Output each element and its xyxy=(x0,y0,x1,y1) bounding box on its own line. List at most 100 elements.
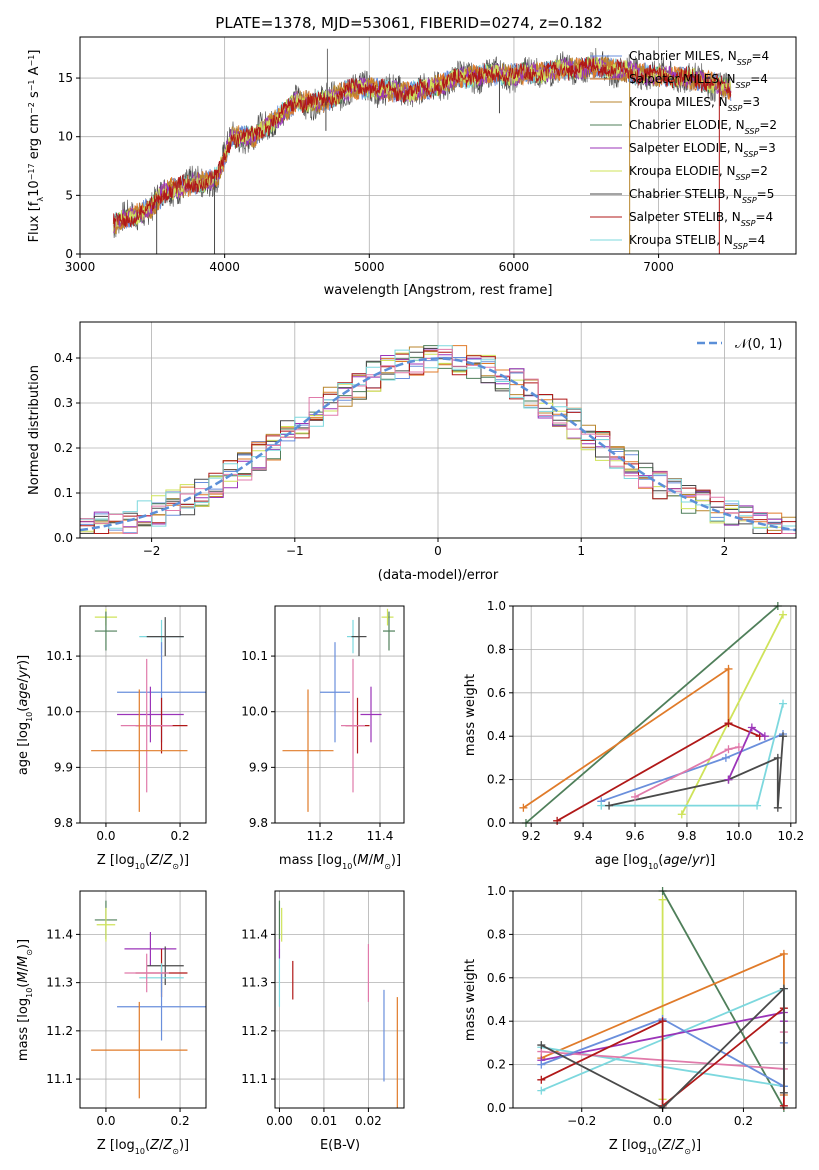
axes-spectrum: 3000 4000 5000 6000 7000 0 5 10 15 wavelength [An… xyxy=(27,36,797,298)
weight-marker xyxy=(760,732,769,741)
axes-age_vs_mass: 11.2 11.4 9.8 9.9 10.0 10.1 mass [log10(M/M⊙)] xyxy=(241,605,405,871)
x-tick-label: 0.00 xyxy=(266,1114,293,1128)
y-axis-label: Flux [fλ10−17 erg cm−2 s−1 A−1] xyxy=(27,50,45,243)
y-tick-label: 1.0 xyxy=(487,599,506,613)
weight-marker xyxy=(779,699,788,708)
y-axis-label: mass weight xyxy=(463,959,478,1041)
weight-marker xyxy=(537,1086,546,1095)
x-tick-label: 9.2 xyxy=(522,829,541,843)
legend-label: Kroupa STELIB, NSSP=4 xyxy=(629,233,765,251)
weight-line-chabrier-elodie xyxy=(661,890,785,1109)
axes-mass_vs_Z: 0.0 0.2 11.1 11.2 11.3 11.4 Z [log10(Z/Z⊙)] mas… xyxy=(16,890,207,1156)
legend-label: Kroupa MILES, NSSP=3 xyxy=(629,95,760,113)
weight-marker xyxy=(779,984,788,993)
legend-label: 𝒩(0, 1) xyxy=(735,337,782,352)
y-tick-label: 0.4 xyxy=(54,351,73,365)
y-tick-label: 10.1 xyxy=(241,649,268,663)
x-tick-label: 0.02 xyxy=(355,1114,382,1128)
y-axis-label: age [log10(age/yr)] xyxy=(16,655,34,775)
x-tick-label: 4000 xyxy=(209,260,240,274)
y-tick-label: 0.2 xyxy=(54,441,73,455)
x-tick-label: 2 xyxy=(721,544,729,558)
weight-marker xyxy=(753,801,762,810)
axes-frame xyxy=(79,890,207,1109)
y-tick-label: 0.0 xyxy=(487,1101,506,1115)
legend-label: Chabrier ELODIE, NSSP=2 xyxy=(629,118,777,136)
legend-label: Kroupa ELODIE, NSSP=2 xyxy=(629,164,768,182)
legend-label: Salpeter MILES, NSSP=4 xyxy=(629,72,768,90)
axes-mass_vs_ebv: 0.00 0.01 0.02 11.1 11.2 11.3 11.4 E(B-V) xyxy=(241,890,405,1153)
y-tick-label: 10.0 xyxy=(241,705,268,719)
y-axis-label: mass weight xyxy=(463,674,478,756)
y-tick-label: 0.4 xyxy=(487,1014,506,1028)
weight-marker xyxy=(597,801,606,810)
y-tick-label: 0.0 xyxy=(487,816,506,830)
x-tick-label: 10.2 xyxy=(777,829,804,843)
legend-label: Salpeter STELIB, NSSP=4 xyxy=(629,210,773,228)
x-tick-label: 9.8 xyxy=(677,829,696,843)
y-tick-label: 0.1 xyxy=(54,486,73,500)
y-tick-label: 5 xyxy=(65,188,73,202)
weight-marker xyxy=(537,1060,546,1069)
figure-title: PLATE=1378, MJD=53061, FIBERID=0274, z=0… xyxy=(215,14,602,32)
axes-frame xyxy=(512,605,797,824)
y-tick-label: 9.8 xyxy=(249,816,268,830)
legend-label: Chabrier MILES, NSSP=4 xyxy=(629,49,769,67)
weight-marker xyxy=(721,753,730,762)
x-axis-label: Z [log10(Z/Z⊙)] xyxy=(97,853,189,871)
weight-marker xyxy=(631,792,640,801)
weight-line-kroupa-stelib xyxy=(601,703,784,807)
axes-frame xyxy=(79,36,797,255)
y-tick-label: 0.8 xyxy=(487,642,506,656)
x-axis-label: (data-model)/error xyxy=(378,568,499,583)
y-tick-label: 0.6 xyxy=(487,971,506,985)
y-tick-label: 10.1 xyxy=(46,649,73,663)
axes-massweight_vs_Z: −0.2 0.0 0.2 0.0 0.2 0.4 0.6 0.8 1.0 Z [log10(Z/Z… xyxy=(463,884,797,1156)
x-tick-label: 0.2 xyxy=(171,1114,190,1128)
weight-marker xyxy=(605,801,614,810)
weight-line-chabrier-stelib xyxy=(540,986,785,1110)
weight-marker xyxy=(779,949,788,958)
spectrum-line-salpeter-stelib xyxy=(112,56,732,228)
axes-residuals: −2 −1 0 1 2 0.0 0.1 0.2 0.3 0.4 (data-model)/error… xyxy=(27,321,797,583)
x-tick-label: −1 xyxy=(286,544,304,558)
axes-frame xyxy=(79,605,207,824)
y-tick-label: 11.4 xyxy=(46,927,73,941)
weight-marker xyxy=(724,745,733,754)
x-axis-label: age [log10(age/yr)] xyxy=(595,853,715,871)
weight-marker xyxy=(724,719,733,728)
weight-marker xyxy=(724,775,733,784)
y-tick-label: 0.6 xyxy=(487,686,506,700)
x-axis-label: E(B-V) xyxy=(320,1138,360,1153)
axes-frame xyxy=(274,890,405,1109)
y-tick-label: 11.2 xyxy=(46,1024,73,1038)
y-tick-label: 0.8 xyxy=(487,927,506,941)
y-tick-label: 11.1 xyxy=(241,1072,268,1086)
y-tick-label: 15 xyxy=(58,71,73,85)
weight-marker xyxy=(658,895,667,904)
y-tick-label: 10 xyxy=(58,130,73,144)
x-tick-label: 9.4 xyxy=(574,829,593,843)
y-tick-label: 9.9 xyxy=(54,760,73,774)
weight-marker xyxy=(734,743,743,752)
y-tick-label: 1.0 xyxy=(487,884,506,898)
weight-marker xyxy=(773,753,782,762)
x-tick-label: 7000 xyxy=(643,260,674,274)
weight-line-chabrier-elodie xyxy=(525,605,779,824)
weight-marker xyxy=(537,1041,546,1050)
x-tick-label: 0.01 xyxy=(311,1114,338,1128)
axes-age_vs_Z: 0.0 0.2 9.8 9.9 10.0 10.1 Z [log10(Z/Z⊙)] age [… xyxy=(16,605,207,871)
x-tick-label: 11.2 xyxy=(307,829,334,843)
y-tick-label: 0.0 xyxy=(54,531,73,545)
y-tick-label: 9.8 xyxy=(54,816,73,830)
weight-line-kroupa-elodie xyxy=(680,614,784,815)
y-tick-label: 11.1 xyxy=(46,1072,73,1086)
normal-curve xyxy=(79,357,797,532)
axes-frame xyxy=(274,605,405,824)
y-tick-label: 0.3 xyxy=(54,396,73,410)
weight-marker xyxy=(724,664,733,673)
weight-marker xyxy=(779,1088,788,1097)
y-tick-label: 11.4 xyxy=(241,927,268,941)
x-tick-label: −0.2 xyxy=(567,1114,596,1128)
x-axis-label: wavelength [Angstrom, rest frame] xyxy=(324,283,553,298)
